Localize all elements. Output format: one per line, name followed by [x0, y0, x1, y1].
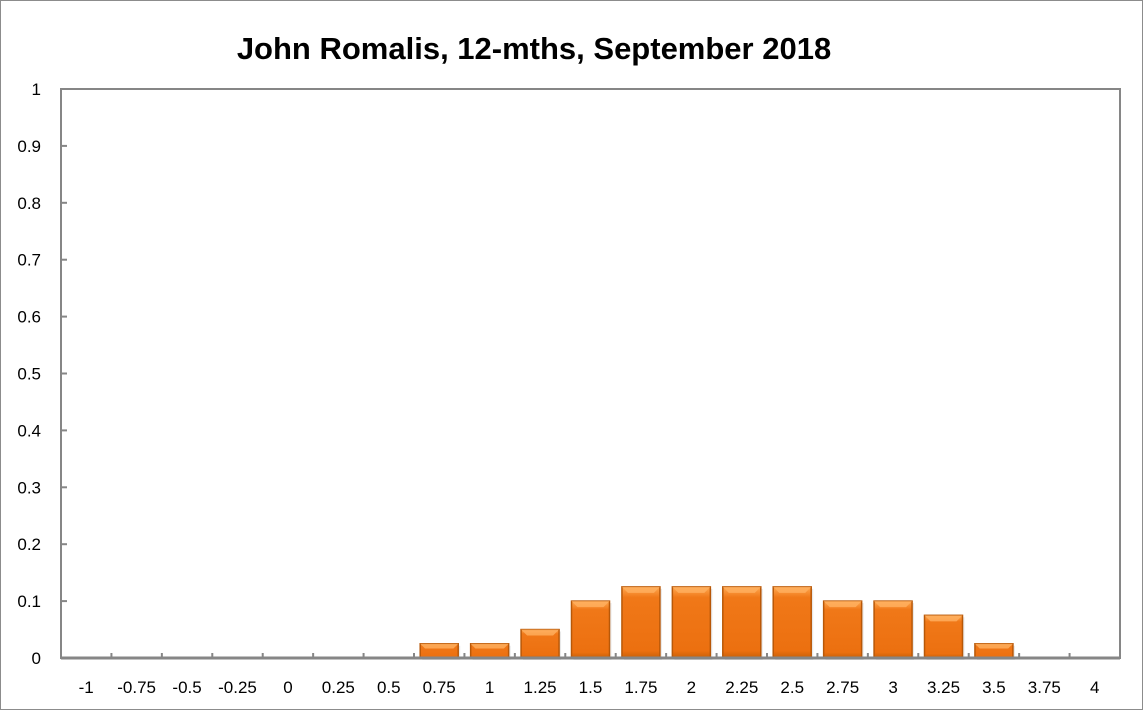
- x-tick-label: 1.25: [524, 678, 557, 697]
- x-tick-label: -1: [79, 678, 94, 697]
- x-tick-label: 1: [485, 678, 494, 697]
- x-tick-label: 1.75: [624, 678, 657, 697]
- bar: [570, 600, 612, 660]
- y-tick-label: 0.6: [17, 308, 41, 327]
- x-tick-label: -0.75: [117, 678, 156, 697]
- x-tick-label: 1.5: [579, 678, 603, 697]
- bar: [822, 600, 864, 660]
- x-tick-label: -0.25: [218, 678, 257, 697]
- bar: [923, 614, 965, 660]
- y-tick-label: 0.4: [17, 421, 41, 440]
- x-tick-label: -0.5: [172, 678, 201, 697]
- bar: [873, 600, 915, 660]
- bar: [722, 586, 763, 660]
- bar: [671, 586, 713, 660]
- bars: [419, 586, 1015, 660]
- x-tick-label: 2.75: [826, 678, 859, 697]
- x-tick-label: 0.5: [377, 678, 401, 697]
- bar: [772, 586, 814, 660]
- y-axis: 0 0.1 0.2 0.3 0.4 0.5 0.6 0.7 0.8 0.9 1: [17, 80, 67, 668]
- y-tick-label: 0.9: [17, 137, 41, 156]
- plot-area: [60, 88, 1121, 659]
- y-tick-label: 0: [32, 649, 41, 668]
- x-tick-label: 3.25: [927, 678, 960, 697]
- y-tick-label: 0.2: [17, 535, 41, 554]
- y-tick-label: 0.5: [17, 365, 41, 384]
- bar: [520, 628, 562, 660]
- chart-title: John Romalis, 12-mths, September 2018: [237, 31, 831, 66]
- bar: [974, 643, 1015, 660]
- x-tick-label: 0: [283, 678, 292, 697]
- y-tick-label: 0.8: [17, 194, 41, 213]
- y-tick-label: 0.1: [17, 592, 41, 611]
- x-tick-label: 4: [1090, 678, 1099, 697]
- x-tick-label: 3: [888, 678, 897, 697]
- bar: [621, 586, 662, 660]
- x-tick-label: 2.5: [780, 678, 804, 697]
- x-tick-label: 3.5: [982, 678, 1006, 697]
- x-tick-label: 2.25: [725, 678, 758, 697]
- bar: [419, 643, 461, 660]
- y-tick-label: 1: [32, 80, 41, 99]
- x-tick-label: 3.75: [1028, 678, 1061, 697]
- x-tick-label: 0.25: [322, 678, 355, 697]
- y-tick-label: 0.7: [17, 251, 41, 270]
- x-axis: -1 -0.75 -0.5 -0.25 0 0.25 0.5 0.75 1 1.25 1.5 1.75…: [60, 653, 1121, 697]
- y-tick-label: 0.3: [17, 478, 41, 497]
- x-tick-label: 0.75: [423, 678, 456, 697]
- x-tick-label: 2: [687, 678, 696, 697]
